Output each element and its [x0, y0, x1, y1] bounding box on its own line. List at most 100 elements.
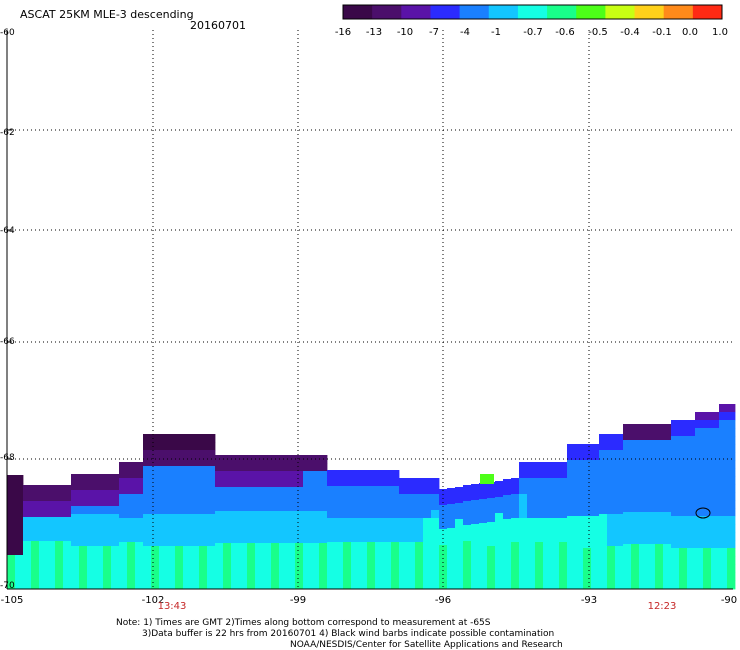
- colorbar-swatch-0: [343, 5, 373, 19]
- swath-cell-25-506: [207, 506, 216, 515]
- swath-cell-71-516: [575, 516, 584, 525]
- swath-cell-15-494: [127, 494, 136, 503]
- swath-cell-79-512: [639, 512, 648, 521]
- swath-cell-51-550: [415, 550, 424, 559]
- swath-cell-30-559: [247, 559, 256, 568]
- swath-cell-35-479: [287, 479, 296, 488]
- swath-cell-21-434: [175, 434, 184, 443]
- swath-cell-31-479: [255, 479, 264, 488]
- swath-cell-18-458: [151, 458, 160, 467]
- swath-cell-43-494: [351, 494, 360, 503]
- colorbar-swatch-5: [488, 5, 519, 19]
- swath-cell-86-548: [695, 548, 704, 557]
- swath-cell-18-570: [151, 570, 160, 579]
- swath-cell-56-487: [455, 487, 464, 496]
- swath-cell-45-526: [367, 526, 376, 535]
- swath-cell-90-436: [727, 436, 736, 445]
- note-line-1: Note: 1) Times are GMT 2)Times along bot…: [116, 618, 491, 628]
- swath-cell-50-494: [407, 494, 416, 503]
- swath-cell-77-584: [623, 584, 632, 590]
- swath-cell-65-582: [527, 582, 536, 590]
- swath-cell-38-559: [311, 559, 320, 568]
- swath-cell-59-547: [479, 547, 488, 556]
- swath-cell-87-492: [703, 492, 712, 501]
- swath-cell-13-578: [111, 578, 120, 587]
- swath-cell-26-543: [215, 543, 224, 552]
- swath-cell-20-546: [167, 546, 176, 555]
- colorbar-swatch-3: [430, 5, 461, 19]
- swath-cell-8-586: [71, 586, 80, 590]
- swath-cell-75-442: [607, 442, 616, 451]
- swath-cell-90-492: [727, 492, 736, 501]
- swath-cell-17-538: [143, 538, 152, 547]
- swath-cell-10-530: [87, 530, 96, 539]
- swath-cell-80-576: [647, 576, 656, 585]
- swath-cell-11-490: [95, 490, 104, 499]
- swath-cell-20-450: [167, 450, 176, 459]
- swath-cell-85-572: [687, 572, 696, 581]
- colorbar-tick-6: -0.7: [523, 27, 543, 38]
- swath-cell-44-542: [359, 542, 368, 551]
- swath-cell-8-530: [71, 530, 80, 539]
- swath-cell-10-562: [87, 562, 96, 571]
- swath-cell-22-434: [183, 434, 192, 443]
- swath-cell-76-578: [615, 578, 624, 587]
- swath-cell-26-575: [215, 575, 224, 584]
- swath-cell-75-530: [607, 530, 616, 539]
- swath-cell-67-494: [543, 494, 552, 503]
- swath-cell-24-466: [199, 466, 208, 475]
- swath-cell-74-482: [599, 482, 608, 491]
- swath-cell-5-485: [47, 485, 56, 494]
- swath-cell-58-580: [471, 580, 480, 589]
- swath-cell-2-509: [23, 509, 32, 518]
- swath-cell-89-532: [719, 532, 728, 541]
- swath-cell-83-484: [671, 484, 680, 493]
- swath-cell-67-542: [543, 542, 552, 551]
- swath-cell-24-474: [199, 474, 208, 483]
- swath-cell-77-576: [623, 576, 632, 585]
- swath-cell-85-428: [687, 428, 696, 437]
- swath-cell-11-498: [95, 498, 104, 507]
- swath-cell-24-498: [199, 498, 208, 507]
- swath-cell-23-474: [191, 474, 200, 483]
- swath-cell-34-471: [279, 471, 288, 480]
- swath-cell-80-504: [647, 504, 656, 513]
- swath-cell-90-428: [727, 428, 736, 437]
- swath-cell-28-503: [231, 503, 240, 512]
- swath-cell-0-563: [7, 563, 16, 572]
- swath-cell-69-542: [559, 542, 568, 551]
- swath-cell-61-585: [495, 585, 504, 590]
- swath-cell-57-541: [463, 541, 472, 550]
- swath-cell-3-581: [31, 581, 40, 590]
- swath-cell-20-578: [167, 578, 176, 587]
- swath-cell-27-543: [223, 543, 232, 552]
- swath-cell-24-546: [199, 546, 208, 555]
- swath-cell-10-578: [87, 578, 96, 587]
- swath-cell-64-462: [519, 462, 528, 471]
- swath-cell-84-564: [679, 564, 688, 573]
- swath-cell-85-556: [687, 556, 696, 565]
- swath-cell-4-533: [39, 533, 48, 542]
- swath-cell-11-586: [95, 586, 104, 590]
- swath-cell-88-436: [711, 436, 720, 445]
- swath-cell-57-517: [463, 517, 472, 526]
- swath-cell-52-582: [423, 582, 432, 590]
- swath-cell-44-494: [359, 494, 368, 503]
- swath-cell-71-452: [575, 452, 584, 461]
- swath-cell-54-561: [439, 561, 448, 570]
- swath-cell-30-519: [247, 519, 256, 528]
- swath-cell-82-560: [663, 560, 672, 569]
- swath-cell-7-493: [63, 493, 72, 502]
- swath-cell-32-503: [263, 503, 272, 512]
- swath-cell-89-492: [719, 492, 728, 501]
- swath-cell-31-463: [255, 463, 264, 472]
- swath-cell-13-570: [111, 570, 120, 579]
- swath-cell-90-532: [727, 532, 736, 541]
- swath-cell-72-452: [583, 452, 592, 461]
- swath-cell-90-468: [727, 468, 736, 477]
- swath-cell-41-550: [335, 550, 344, 559]
- swath-cell-87-564: [703, 564, 712, 573]
- swath-cell-63-486: [511, 486, 520, 495]
- swath-cell-12-506: [103, 506, 112, 515]
- swath-cell-85-532: [687, 532, 696, 541]
